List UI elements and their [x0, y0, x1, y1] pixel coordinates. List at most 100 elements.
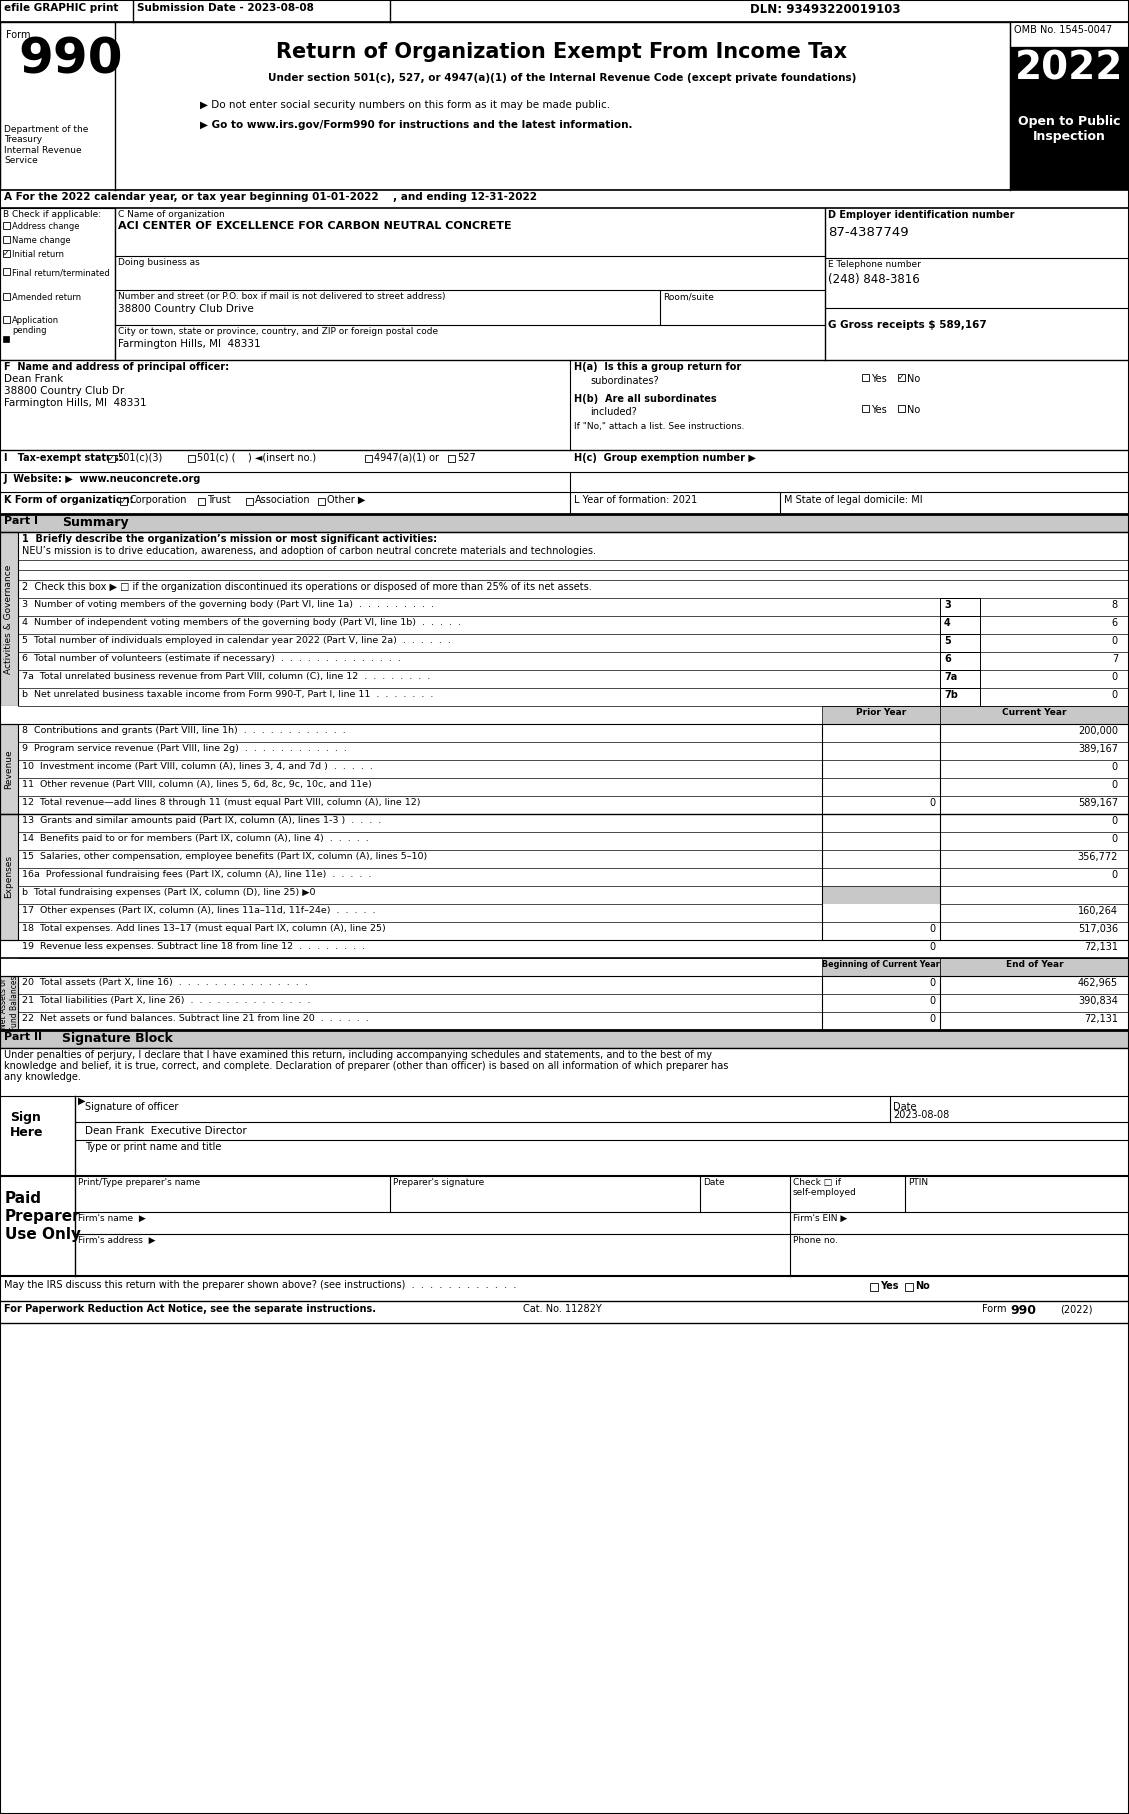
Text: Yes: Yes — [870, 374, 886, 385]
Text: 38800 Country Club Dr: 38800 Country Club Dr — [5, 386, 124, 395]
Text: Part II: Part II — [5, 1032, 42, 1041]
Text: 0: 0 — [1112, 637, 1118, 646]
Text: Yes: Yes — [879, 1281, 899, 1292]
Text: 7b: 7b — [944, 689, 957, 700]
Text: Application
pending: Application pending — [12, 316, 59, 336]
Text: 0: 0 — [1112, 762, 1118, 773]
Text: D Employer identification number: D Employer identification number — [828, 210, 1015, 219]
Text: any knowledge.: any knowledge. — [5, 1072, 81, 1081]
Text: Activities & Governance: Activities & Governance — [5, 564, 14, 673]
Text: M State of legal domicile: MI: M State of legal domicile: MI — [784, 495, 922, 504]
Text: No: No — [914, 1281, 930, 1292]
Text: No: No — [907, 374, 920, 385]
Text: K Form of organization:: K Form of organization: — [5, 495, 133, 504]
Text: 0: 0 — [1112, 780, 1118, 791]
Text: J  Website: ▶  www.neuconcrete.org: J Website: ▶ www.neuconcrete.org — [5, 473, 201, 484]
Text: Association: Association — [255, 495, 310, 504]
Text: 0: 0 — [929, 978, 935, 989]
Text: Type or print name and title: Type or print name and title — [85, 1143, 221, 1152]
Text: Other ▶: Other ▶ — [327, 495, 366, 504]
Bar — [1010, 105, 1129, 190]
Text: Check □ if
self-employed: Check □ if self-employed — [793, 1177, 857, 1197]
Text: subordinates?: subordinates? — [590, 375, 658, 386]
Text: ✓: ✓ — [108, 454, 115, 463]
Text: Summary: Summary — [62, 515, 129, 530]
Bar — [0, 958, 1129, 976]
Text: b  Net unrelated business taxable income from Form 990-T, Part I, line 11  .  . : b Net unrelated business taxable income … — [21, 689, 434, 698]
Text: 2  Check this box ▶ □ if the organization discontinued its operations or dispose: 2 Check this box ▶ □ if the organization… — [21, 582, 592, 591]
Text: Sign
Here: Sign Here — [10, 1110, 44, 1139]
Text: 356,772: 356,772 — [1077, 853, 1118, 862]
Text: 5  Total number of individuals employed in calendar year 2022 (Part V, line 2a) : 5 Total number of individuals employed i… — [21, 637, 450, 646]
Text: Room/suite: Room/suite — [663, 292, 714, 301]
Bar — [0, 492, 1129, 513]
Bar — [940, 635, 980, 651]
Bar — [863, 374, 869, 381]
Text: 72,131: 72,131 — [1084, 941, 1118, 952]
Bar — [940, 958, 1129, 976]
Text: Doing business as: Doing business as — [119, 258, 200, 267]
Text: Under penalties of perjury, I declare that I have examined this return, includin: Under penalties of perjury, I declare th… — [5, 1050, 712, 1059]
Bar — [0, 976, 18, 1030]
Text: 11  Other revenue (Part VIII, column (A), lines 5, 6d, 8c, 9c, 10c, and 11e): 11 Other revenue (Part VIII, column (A),… — [21, 780, 371, 789]
Text: Signature Block: Signature Block — [62, 1032, 173, 1045]
Text: Signature of officer: Signature of officer — [85, 1101, 178, 1112]
Bar — [365, 455, 371, 463]
Text: OMB No. 1545-0047: OMB No. 1545-0047 — [1014, 25, 1112, 34]
Bar — [3, 336, 9, 343]
Bar — [3, 268, 10, 276]
Text: DLN: 93493220019103: DLN: 93493220019103 — [750, 4, 901, 16]
Bar — [940, 651, 980, 669]
Bar — [3, 294, 10, 299]
Text: Expenses: Expenses — [5, 856, 14, 898]
Text: ✓: ✓ — [3, 249, 10, 258]
Text: Phone no.: Phone no. — [793, 1235, 838, 1244]
Bar — [822, 885, 940, 903]
Text: 14  Benefits paid to or for members (Part IX, column (A), line 4)  .  .  .  .  .: 14 Benefits paid to or for members (Part… — [21, 834, 369, 844]
Bar — [0, 1275, 1129, 1301]
Text: Dean Frank  Executive Director: Dean Frank Executive Director — [85, 1126, 247, 1136]
Bar — [1010, 47, 1129, 105]
Bar — [0, 706, 1129, 724]
Text: Preparer's signature: Preparer's signature — [393, 1177, 484, 1186]
Text: 501(c)(3): 501(c)(3) — [117, 454, 163, 463]
Bar — [870, 1282, 878, 1292]
Text: 1  Briefly describe the organization’s mission or most significant activities:: 1 Briefly describe the organization’s mi… — [21, 533, 437, 544]
Text: I   Tax-exempt status:: I Tax-exempt status: — [5, 454, 123, 463]
Text: (2022): (2022) — [1060, 1304, 1093, 1313]
Text: 7a  Total unrelated business revenue from Part VIII, column (C), line 12  .  .  : 7a Total unrelated business revenue from… — [21, 671, 430, 680]
Text: Cat. No. 11282Y: Cat. No. 11282Y — [523, 1304, 602, 1313]
Text: NEU’s mission is to drive education, awareness, and adoption of carbon neutral c: NEU’s mission is to drive education, awa… — [21, 546, 596, 557]
Text: 389,167: 389,167 — [1078, 744, 1118, 755]
Bar — [246, 499, 253, 504]
Text: Open to Public
Inspection: Open to Public Inspection — [1017, 114, 1120, 143]
Text: 13  Grants and similar amounts paid (Part IX, column (A), lines 1-3 )  .  .  .  : 13 Grants and similar amounts paid (Part… — [21, 816, 382, 825]
Text: (248) 848-3816: (248) 848-3816 — [828, 272, 920, 287]
Text: 462,965: 462,965 — [1078, 978, 1118, 989]
Text: May the IRS discuss this return with the preparer shown above? (see instructions: May the IRS discuss this return with the… — [5, 1281, 516, 1290]
Bar — [318, 499, 325, 504]
Text: A For the 2022 calendar year, or tax year beginning 01-01-2022    , and ending 1: A For the 2022 calendar year, or tax yea… — [5, 192, 537, 201]
Text: 4: 4 — [944, 619, 951, 628]
Text: Net Assets or
Fund Balances: Net Assets or Fund Balances — [0, 976, 19, 1030]
Text: Dean Frank: Dean Frank — [5, 374, 63, 385]
Bar — [3, 236, 10, 243]
Text: Print/Type preparer's name: Print/Type preparer's name — [78, 1177, 200, 1186]
Bar — [0, 1096, 1129, 1175]
Bar — [0, 814, 18, 940]
Text: 15  Salaries, other compensation, employee benefits (Part IX, column (A), lines : 15 Salaries, other compensation, employe… — [21, 853, 427, 862]
Text: Paid: Paid — [5, 1192, 42, 1206]
Text: ✓: ✓ — [121, 497, 126, 506]
Text: 10  Investment income (Part VIII, column (A), lines 3, 4, and 7d )  .  .  .  .  : 10 Investment income (Part VIII, column … — [21, 762, 373, 771]
Text: G Gross receipts $ 589,167: G Gross receipts $ 589,167 — [828, 319, 987, 330]
Bar — [0, 22, 1129, 190]
Text: If "No," attach a list. See instructions.: If "No," attach a list. See instructions… — [574, 423, 744, 432]
Text: 17  Other expenses (Part IX, column (A), lines 11a–11d, 11f–24e)  .  .  .  .  .: 17 Other expenses (Part IX, column (A), … — [21, 905, 376, 914]
Text: 19  Revenue less expenses. Subtract line 18 from line 12  .  .  .  .  .  .  .  .: 19 Revenue less expenses. Subtract line … — [21, 941, 365, 951]
Bar — [3, 250, 10, 258]
Text: 517,036: 517,036 — [1078, 923, 1118, 934]
Text: 0: 0 — [1112, 816, 1118, 825]
Text: Yes: Yes — [870, 405, 886, 415]
Text: Initial return: Initial return — [12, 250, 64, 259]
Text: 72,131: 72,131 — [1084, 1014, 1118, 1023]
